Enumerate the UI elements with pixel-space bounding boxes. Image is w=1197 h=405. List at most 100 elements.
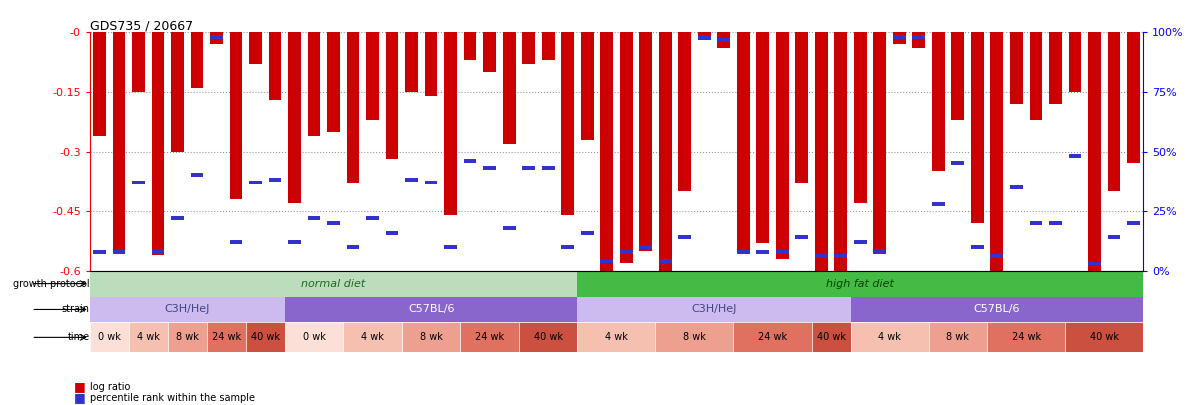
Bar xyxy=(1069,32,1081,92)
Text: C57BL/6: C57BL/6 xyxy=(408,305,455,314)
Bar xyxy=(308,32,321,136)
Bar xyxy=(1088,262,1101,266)
Bar xyxy=(245,322,285,352)
Text: ■: ■ xyxy=(74,379,86,392)
Bar xyxy=(834,254,847,258)
Bar xyxy=(402,322,461,352)
Bar xyxy=(385,32,399,160)
Bar xyxy=(893,32,906,44)
Bar xyxy=(698,35,711,39)
Bar xyxy=(952,32,964,120)
Bar xyxy=(327,32,340,132)
Bar xyxy=(285,296,577,322)
Text: time: time xyxy=(68,333,90,342)
Bar xyxy=(285,322,344,352)
Bar xyxy=(366,216,379,220)
Bar xyxy=(113,249,126,254)
Bar xyxy=(168,322,207,352)
Bar xyxy=(757,32,770,243)
Bar xyxy=(385,230,399,234)
Text: 0 wk: 0 wk xyxy=(98,333,121,342)
Bar xyxy=(561,32,575,215)
Bar xyxy=(522,32,535,64)
Text: normal diet: normal diet xyxy=(302,279,366,289)
Bar xyxy=(519,322,577,352)
Bar xyxy=(344,322,402,352)
Bar xyxy=(815,32,827,303)
Bar xyxy=(912,32,925,48)
Bar xyxy=(990,254,1003,258)
Bar xyxy=(1049,32,1062,104)
Bar xyxy=(932,202,944,206)
Bar xyxy=(952,162,964,165)
Bar xyxy=(269,178,281,182)
Bar xyxy=(912,35,925,39)
Bar xyxy=(288,32,300,203)
Bar xyxy=(522,166,535,170)
Bar xyxy=(211,32,223,44)
Text: GDS735 / 20667: GDS735 / 20667 xyxy=(90,19,193,33)
Bar xyxy=(601,259,613,263)
Bar xyxy=(853,32,867,203)
Bar xyxy=(561,245,575,249)
Bar xyxy=(932,32,944,171)
Bar xyxy=(230,32,243,199)
Bar xyxy=(113,32,126,251)
Bar xyxy=(211,35,223,39)
Text: 24 wk: 24 wk xyxy=(475,333,504,342)
Bar xyxy=(658,32,672,350)
Text: 24 wk: 24 wk xyxy=(758,333,788,342)
Bar xyxy=(874,32,886,251)
Bar xyxy=(288,240,300,244)
Text: 8 wk: 8 wk xyxy=(683,333,706,342)
Bar xyxy=(874,249,886,254)
Bar xyxy=(796,32,808,183)
Bar xyxy=(1029,221,1043,225)
Bar xyxy=(639,32,652,251)
Bar xyxy=(308,216,321,220)
Bar xyxy=(577,322,656,352)
Bar xyxy=(406,32,418,92)
Bar xyxy=(461,322,519,352)
Bar xyxy=(656,322,734,352)
Bar xyxy=(737,32,749,251)
Bar xyxy=(93,32,105,136)
Bar xyxy=(463,32,476,60)
Text: 0 wk: 0 wk xyxy=(303,333,326,342)
Bar xyxy=(1010,185,1022,189)
Text: high fat diet: high fat diet xyxy=(826,279,894,289)
Bar xyxy=(815,254,827,258)
Text: 8 wk: 8 wk xyxy=(420,333,443,342)
Bar xyxy=(1107,32,1120,191)
Bar xyxy=(132,181,145,185)
Text: 24 wk: 24 wk xyxy=(212,333,241,342)
Bar xyxy=(679,32,691,191)
Text: 4 wk: 4 wk xyxy=(361,333,384,342)
Text: growth protocol: growth protocol xyxy=(13,279,90,289)
Bar xyxy=(425,181,437,185)
Bar xyxy=(152,32,164,255)
Text: strain: strain xyxy=(62,305,90,314)
Bar xyxy=(503,32,516,144)
Bar xyxy=(577,271,1143,296)
Bar xyxy=(366,32,379,120)
Bar xyxy=(851,296,1143,322)
Bar xyxy=(971,245,984,249)
Bar xyxy=(93,249,105,254)
Text: C57BL/6: C57BL/6 xyxy=(973,305,1020,314)
Text: C3H/HeJ: C3H/HeJ xyxy=(165,305,209,314)
Bar xyxy=(406,178,418,182)
Bar xyxy=(132,32,145,92)
Bar xyxy=(444,245,457,249)
Bar xyxy=(503,226,516,230)
Bar xyxy=(1010,32,1022,104)
Bar xyxy=(851,322,929,352)
Bar xyxy=(581,230,594,234)
Bar xyxy=(269,32,281,100)
Bar xyxy=(190,173,203,177)
Bar xyxy=(207,322,245,352)
Bar xyxy=(90,322,129,352)
Bar xyxy=(1065,322,1143,352)
Bar xyxy=(834,32,847,310)
Bar xyxy=(990,32,1003,303)
